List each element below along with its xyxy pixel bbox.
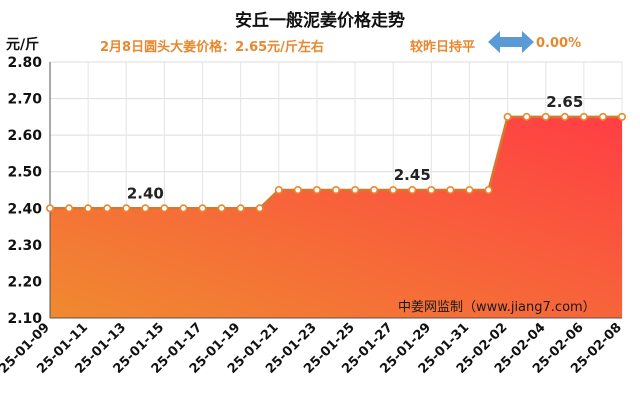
data-point bbox=[255, 204, 264, 213]
y-tick-label: 2.80 bbox=[7, 55, 42, 71]
data-point bbox=[370, 186, 379, 195]
data-point bbox=[217, 204, 226, 213]
change-percent: 0.00% bbox=[536, 36, 582, 51]
data-point bbox=[198, 204, 207, 213]
y-tick-label: 2.50 bbox=[7, 165, 42, 181]
data-point bbox=[408, 186, 417, 195]
chart-title: 安丘一般泥姜价格走势 bbox=[235, 11, 405, 31]
data-point bbox=[598, 112, 607, 121]
data-point bbox=[84, 204, 93, 213]
data-point bbox=[389, 186, 398, 195]
y-tick-label: 2.40 bbox=[7, 201, 42, 217]
data-point bbox=[351, 186, 360, 195]
y-axis-unit: 元/斤 bbox=[6, 37, 40, 53]
data-point bbox=[141, 204, 150, 213]
data-point bbox=[465, 186, 474, 195]
data-point bbox=[293, 186, 302, 195]
data-point bbox=[617, 112, 626, 121]
data-point bbox=[522, 112, 531, 121]
price-area bbox=[50, 116, 622, 318]
data-point bbox=[274, 186, 283, 195]
current-price-text: 2月8日圆头大姜价格：2.65元/斤左右 bbox=[100, 40, 324, 55]
y-tick-label: 2.20 bbox=[7, 274, 42, 290]
data-point bbox=[122, 204, 131, 213]
y-tick-label: 2.60 bbox=[7, 128, 42, 144]
data-label: 2.65 bbox=[546, 93, 583, 111]
data-point bbox=[45, 204, 54, 213]
data-label: 2.45 bbox=[394, 166, 431, 184]
data-point bbox=[427, 186, 436, 195]
data-label: 2.40 bbox=[127, 184, 164, 202]
source-watermark: 中姜网监制（www.jiang7.com） bbox=[398, 300, 596, 315]
y-tick-label: 2.30 bbox=[7, 238, 42, 254]
double-arrow-icon bbox=[488, 31, 534, 53]
data-point bbox=[103, 204, 112, 213]
compare-text: 较昨日持平 bbox=[410, 40, 476, 55]
y-tick-label: 2.10 bbox=[7, 311, 42, 327]
data-point bbox=[541, 112, 550, 121]
data-point bbox=[236, 204, 245, 213]
data-point bbox=[446, 186, 455, 195]
data-point bbox=[560, 112, 569, 121]
data-point bbox=[484, 186, 493, 195]
data-point bbox=[579, 112, 588, 121]
data-point bbox=[65, 204, 74, 213]
y-tick-label: 2.70 bbox=[7, 92, 42, 108]
data-point bbox=[503, 112, 512, 121]
data-point bbox=[331, 186, 340, 195]
data-point bbox=[179, 204, 188, 213]
data-point bbox=[160, 204, 169, 213]
data-point bbox=[312, 186, 321, 195]
